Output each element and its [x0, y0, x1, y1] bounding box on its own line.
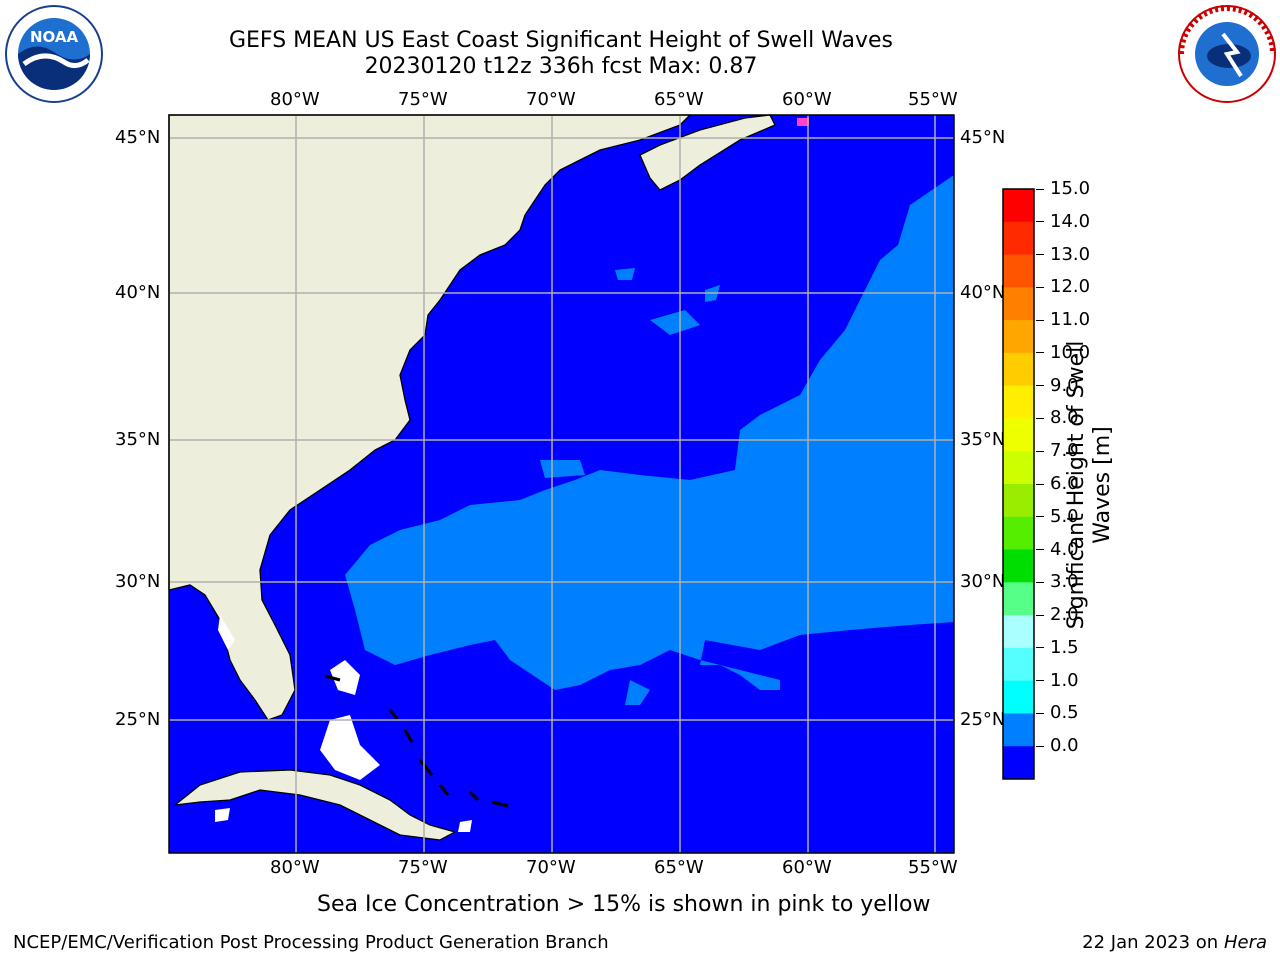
colorbar-tick-label: 12.0	[1036, 276, 1090, 298]
lon-label-top: 65°W	[654, 89, 704, 110]
colorbar-block	[1003, 254, 1034, 288]
colorbar-tick-label: 6.0	[1036, 473, 1079, 495]
lat-label-right: 45°N	[960, 127, 1006, 148]
map-title: GEFS MEAN US East Coast Significant Heig…	[228, 28, 894, 53]
credit-text: NCEP/EMC/Verification Post Processing Pr…	[13, 932, 609, 953]
colorbar-block	[1003, 189, 1034, 223]
ocean-mid-swell-region	[345, 175, 954, 690]
colorbar-block	[1003, 582, 1034, 616]
lat-label-left: 40°N	[115, 282, 161, 303]
colorbar-block	[1003, 680, 1034, 714]
lat-label-left: 35°N	[115, 429, 161, 450]
colorbar-tick-label: 0.5	[1036, 702, 1079, 724]
lon-label-top: 70°W	[526, 89, 576, 110]
colorbar-block	[1003, 516, 1034, 551]
lon-label-bottom: 75°W	[398, 857, 448, 878]
map-subtitle: 20230120 t12z 336h fcst Max: 0.87	[364, 54, 758, 79]
colorbar-block	[1003, 385, 1034, 419]
lon-label-top: 75°W	[398, 89, 448, 110]
lon-label-bottom: 65°W	[654, 857, 704, 878]
colorbar-tick-label: 1.5	[1036, 637, 1079, 659]
colorbar-label: Significant Height of Swell Waves [m]	[1064, 340, 1115, 630]
lat-label-left: 25°N	[115, 709, 161, 730]
colorbar-tick-label: 11.0	[1036, 309, 1090, 331]
nws-logo	[1178, 5, 1276, 103]
colorbar-block	[1003, 320, 1034, 354]
colorbar-block	[1003, 713, 1034, 747]
colorbar-tick-label: 4.0	[1036, 539, 1079, 561]
lat-label-right: 30°N	[960, 571, 1006, 592]
map-gridlines	[169, 115, 954, 853]
colorbar-tick-label: 14.0	[1036, 211, 1090, 233]
lon-label-bottom: 55°W	[908, 857, 958, 878]
colorbar-block	[1003, 746, 1034, 780]
colorbar-block	[1003, 221, 1034, 256]
lon-label-top: 80°W	[270, 89, 320, 110]
colorbar-tick-label: 10.0	[1036, 342, 1090, 364]
lon-label-bottom: 70°W	[526, 857, 576, 878]
colorbar-tick-label: 1.0	[1036, 670, 1079, 692]
colorbar-block	[1003, 352, 1034, 387]
lat-label-left: 30°N	[115, 571, 161, 592]
colorbar-tick-label: 3.0	[1036, 571, 1079, 593]
colorbar-block	[1003, 549, 1034, 583]
land-north-america	[168, 114, 692, 721]
lat-label-right: 35°N	[960, 429, 1006, 450]
colorbar-tick-label: 0.0	[1036, 735, 1079, 757]
sea-ice-marker	[797, 118, 809, 126]
date-text: 22 Jan 2023 on Hera	[1082, 932, 1267, 953]
noaa-logo: NOAA	[5, 5, 103, 103]
colorbar-block	[1003, 615, 1034, 649]
colorbar-tick-label: 8.0	[1036, 407, 1079, 429]
colorbar-tick-label: 2.0	[1036, 604, 1079, 626]
colorbar-tick-label: 7.0	[1036, 440, 1079, 462]
colorbar	[1002, 188, 1035, 780]
colorbar-block	[1003, 647, 1034, 682]
colorbar-tick-label: 5.0	[1036, 506, 1079, 528]
lat-label-right: 40°N	[960, 282, 1006, 303]
lon-label-top: 60°W	[782, 89, 832, 110]
colorbar-ticks: 15.0 14.0 13.0 12.0 11.0 10.0 9.0 8.0 7.0 6.0 5.0 4…	[1036, 178, 1096, 782]
land-cuba	[172, 769, 457, 841]
colorbar-tick-label: 15.0	[1036, 178, 1090, 200]
map-frame	[168, 114, 955, 854]
noaa-logo-text: NOAA	[30, 28, 79, 46]
colorbar-block	[1003, 451, 1034, 485]
sea-ice-note: Sea Ice Concentration > 15% is shown in …	[317, 892, 931, 917]
colorbar-block	[1003, 484, 1034, 518]
colorbar-block	[1003, 418, 1034, 452]
colorbar-block	[1003, 287, 1034, 321]
colorbar-tick-label: 9.0	[1036, 375, 1079, 397]
lon-label-bottom: 80°W	[270, 857, 320, 878]
lon-label-top: 55°W	[908, 89, 958, 110]
colorbar-tick-label: 13.0	[1036, 244, 1090, 266]
lon-label-bottom: 60°W	[782, 857, 832, 878]
lat-label-left: 45°N	[115, 127, 161, 148]
lat-label-right: 25°N	[960, 709, 1006, 730]
